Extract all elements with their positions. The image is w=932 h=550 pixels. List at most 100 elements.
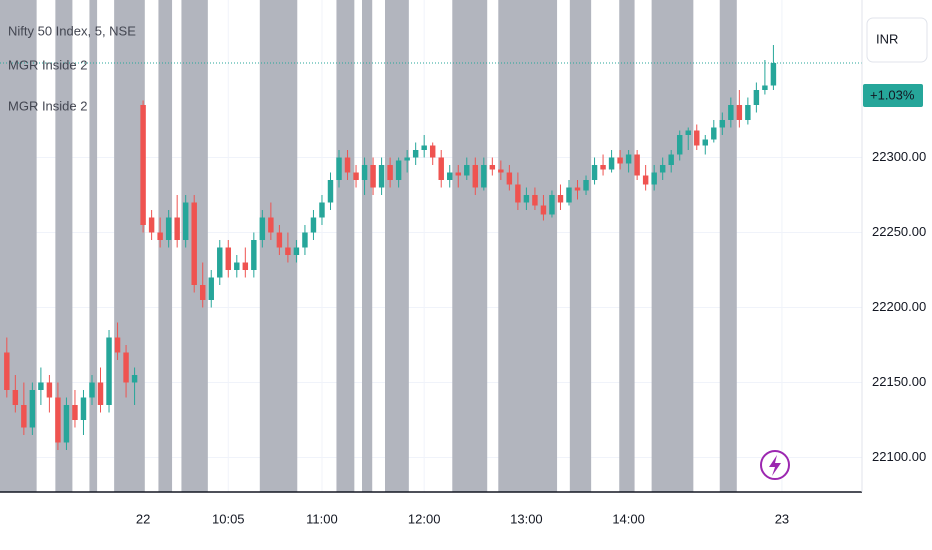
candle-body — [234, 262, 240, 270]
y-tick-label: 22300.00 — [872, 149, 926, 164]
candle-body — [80, 397, 87, 420]
candle-body — [46, 382, 53, 398]
symbol-legend: Nifty 50 Index, 5, NSE — [8, 23, 136, 38]
candle-body — [617, 157, 623, 164]
candle-body — [293, 247, 300, 255]
candle-body — [634, 154, 640, 176]
candle-body — [251, 240, 257, 270]
candle-body — [574, 187, 581, 191]
candle-body — [745, 105, 751, 120]
candle-body — [242, 262, 249, 270]
x-tick-label: 10:05 — [212, 511, 245, 526]
change-label: +1.03% — [870, 87, 915, 102]
candle-body — [353, 172, 359, 180]
candle-body — [12, 390, 19, 405]
candle-body — [515, 184, 521, 203]
candle-body — [566, 187, 572, 203]
candle-body — [532, 195, 538, 206]
candle-body — [387, 165, 393, 180]
candle-body — [302, 232, 308, 248]
candle-body — [625, 154, 632, 164]
candle-body — [600, 165, 606, 170]
candle-body — [464, 165, 470, 176]
candle-body — [489, 165, 496, 170]
candle-body — [199, 285, 206, 300]
candle-body — [719, 120, 726, 128]
candle-body — [217, 247, 223, 278]
candle-body — [583, 180, 589, 191]
candle-body — [762, 85, 768, 90]
candle-body — [106, 337, 112, 405]
candle-body — [55, 397, 61, 443]
candle-body — [344, 157, 351, 173]
candle-body — [89, 382, 95, 398]
x-tick-label: 13:00 — [510, 511, 543, 526]
candle-body — [770, 63, 777, 86]
indicator-band — [619, 0, 635, 492]
candle-body — [651, 172, 657, 185]
candle-body — [21, 405, 27, 428]
x-tick-label: 23 — [775, 511, 789, 526]
lightning-icon[interactable] — [760, 450, 790, 480]
indicator-band — [55, 0, 73, 492]
candle-body — [523, 195, 530, 203]
y-tick-label: 22100.00 — [872, 449, 926, 464]
y-tick-label: 22200.00 — [872, 299, 926, 314]
candle-body — [131, 375, 138, 383]
candle-body — [549, 195, 555, 215]
icon-bolt[interactable] — [769, 455, 781, 476]
candle-body — [191, 202, 197, 285]
indicator-band — [158, 0, 173, 492]
candle-body — [668, 154, 674, 165]
candle-body — [438, 157, 444, 180]
candle-body — [694, 130, 700, 146]
currency-label[interactable]: INR — [876, 31, 898, 46]
candle-body — [336, 157, 342, 180]
candle-body — [429, 145, 436, 158]
candle-body — [685, 130, 691, 135]
indicator-band — [719, 0, 737, 492]
candle-body — [123, 352, 129, 383]
candle-body — [319, 202, 325, 218]
indicator-band — [385, 0, 409, 492]
candle-body — [72, 405, 78, 420]
candle-body — [285, 247, 291, 255]
candle-body — [506, 172, 513, 185]
indicator-band — [498, 0, 558, 492]
currency-button-box[interactable] — [866, 17, 928, 63]
candle-body — [225, 247, 232, 270]
candle-body — [38, 382, 44, 390]
candle-body — [421, 145, 427, 150]
indicator-band — [114, 0, 145, 492]
candle-body — [395, 160, 402, 180]
indicator-legend: MGR Inside 2 — [8, 98, 87, 113]
indicator-band — [362, 0, 373, 492]
candle-body — [4, 352, 10, 390]
candle-body — [591, 165, 598, 180]
candle-body — [148, 217, 155, 233]
y-tick-label: 22250.00 — [872, 224, 926, 239]
candle-body — [327, 180, 334, 203]
indicator-band — [89, 0, 98, 492]
change-badge — [863, 84, 923, 107]
candle-body — [208, 277, 214, 300]
indicator-band — [336, 0, 355, 492]
candle-body — [268, 217, 274, 233]
candle-body — [97, 382, 104, 405]
candle-body — [370, 165, 376, 188]
candle-body — [157, 232, 163, 240]
candle-body — [702, 139, 708, 146]
candle-body — [455, 172, 461, 176]
x-tick-label: 22 — [136, 511, 150, 526]
candle-body — [472, 165, 479, 188]
currency-button[interactable]: INR — [866, 17, 928, 63]
candle-body — [259, 217, 266, 240]
candle-body — [276, 232, 283, 248]
candle-body — [753, 90, 760, 105]
candle-body — [447, 172, 453, 180]
indicator-legend: MGR Inside 2 — [8, 57, 87, 72]
plot-area — [0, 0, 862, 492]
candle-body — [676, 135, 683, 155]
candle-body — [412, 150, 419, 158]
